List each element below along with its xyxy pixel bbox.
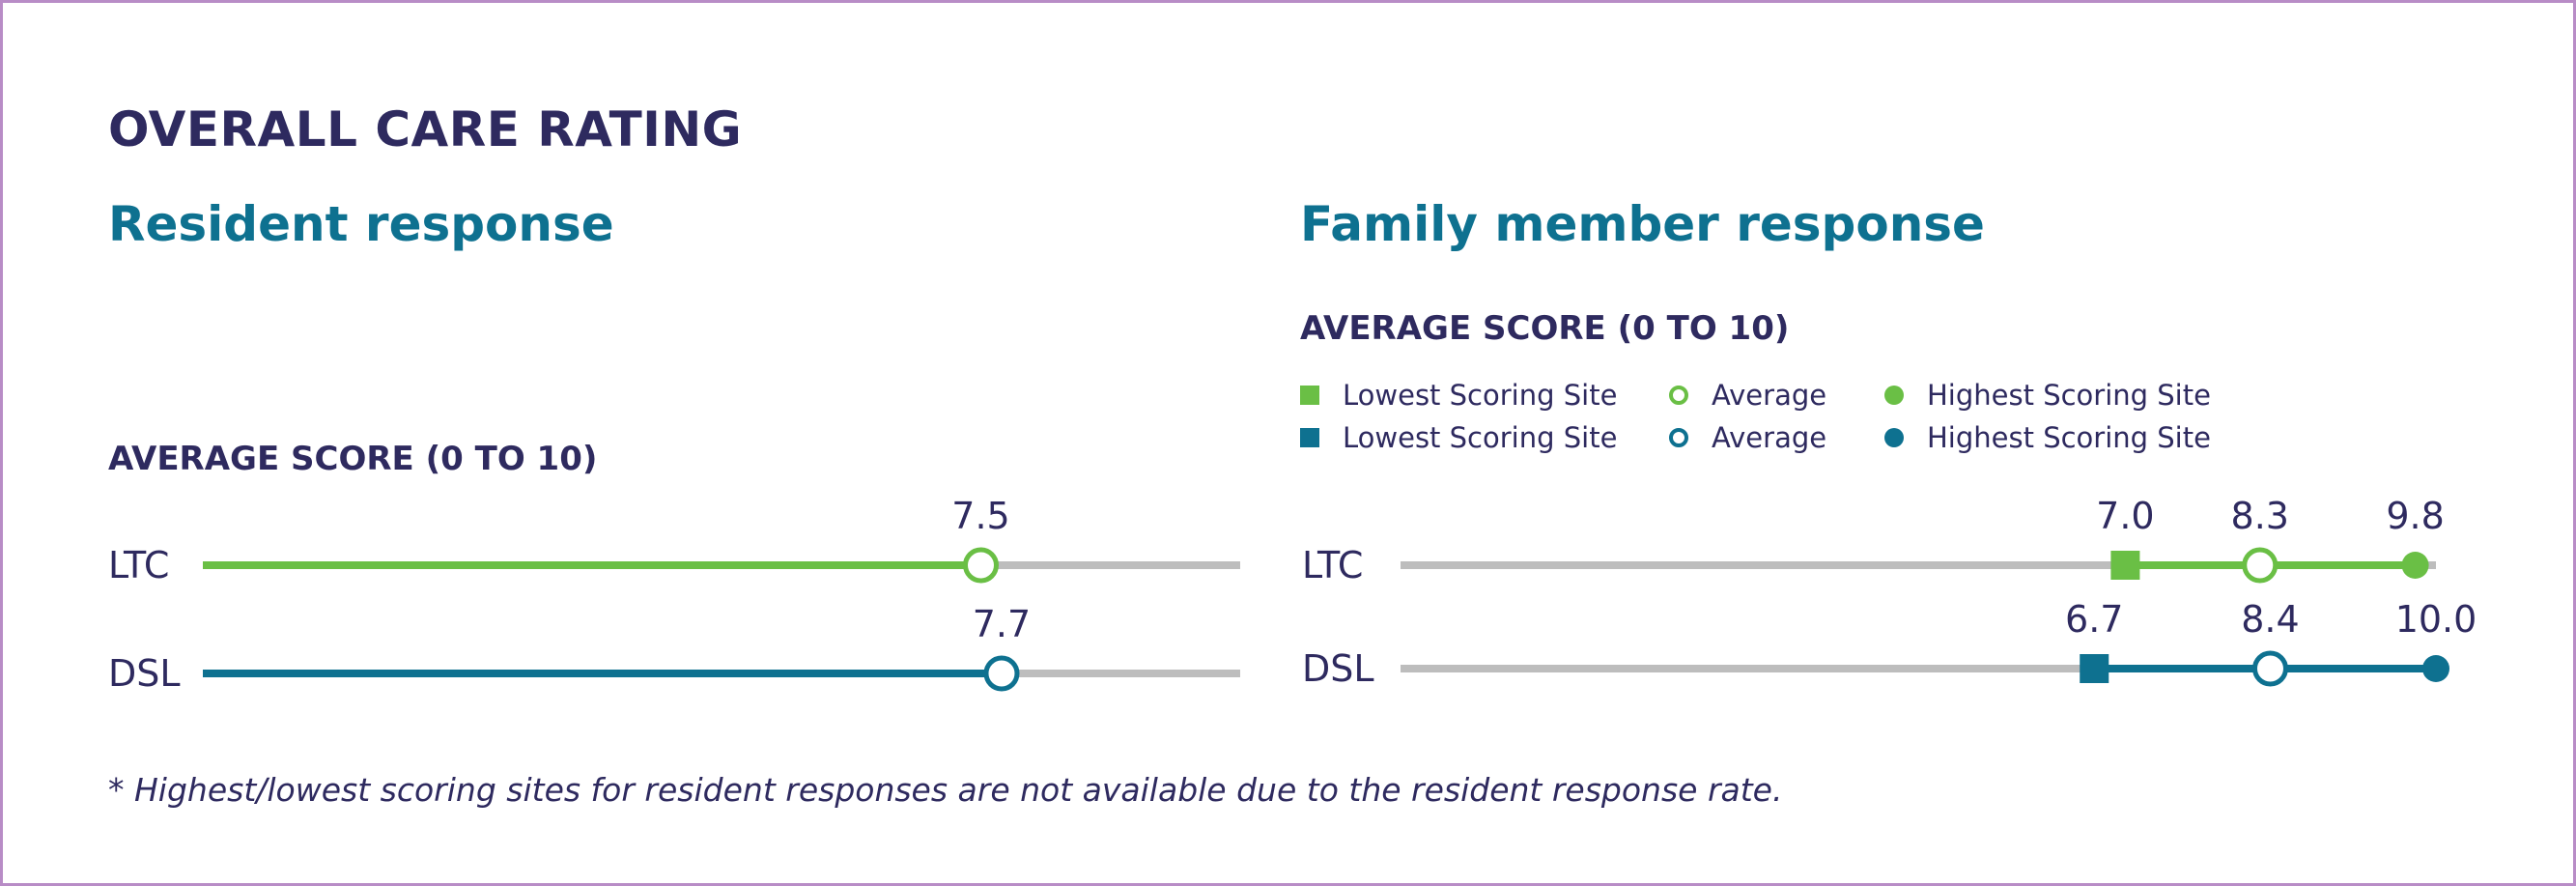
resident-axis-label: AVERAGE SCORE (0 TO 10) (108, 440, 598, 478)
average-marker (2251, 650, 2288, 687)
category-label-dsl: DSL (1302, 647, 1374, 690)
lowest-value-label: 7.0 (2096, 495, 2154, 537)
legend-marker-dot (1884, 386, 1904, 405)
legend-label: Highest Scoring Site (1927, 379, 2211, 412)
lowest-site-marker (2110, 551, 2140, 580)
category-label-ltc: LTC (108, 544, 169, 586)
footnote: * Highest/lowest scoring sites for resid… (108, 771, 1783, 809)
average-value-label: 7.5 (951, 495, 1009, 537)
legend-label: Lowest Scoring Site (1343, 379, 1618, 412)
lowest-site-marker (2080, 654, 2109, 683)
legend-item-ltc-average: Average (1669, 379, 1826, 412)
legend-item-dsl-lowest: Lowest Scoring Site (1300, 421, 1617, 454)
legend-marker-ring (1669, 386, 1688, 405)
average-marker (963, 547, 999, 584)
legend-item-dsl-highest: Highest Scoring Site (1884, 421, 2211, 454)
average-marker (2242, 547, 2279, 584)
category-label-ltc: LTC (1302, 544, 1363, 586)
family-axis-label: AVERAGE SCORE (0 TO 10) (1300, 309, 1790, 348)
main-title: OVERALL CARE RATING (108, 101, 743, 157)
highest-site-marker (2401, 552, 2429, 579)
highest-value-label: 10.0 (2395, 598, 2477, 641)
average-value-label: 8.4 (2241, 598, 2299, 641)
legend-marker-square (1300, 428, 1319, 447)
legend-item-ltc-highest: Highest Scoring Site (1884, 379, 2211, 412)
legend-item-dsl-average: Average (1669, 421, 1826, 454)
resident-panel-title: Resident response (108, 196, 614, 252)
lowest-value-label: 6.7 (2065, 598, 2123, 641)
legend-label: Average (1712, 421, 1827, 454)
category-label-dsl: DSL (108, 652, 181, 695)
legend-marker-dot (1884, 428, 1904, 447)
legend-item-ltc-lowest: Lowest Scoring Site (1300, 379, 1617, 412)
average-marker (983, 655, 1020, 692)
average-value-label: 7.7 (973, 603, 1031, 645)
legend-marker-ring (1669, 428, 1688, 447)
average-value-label: 8.3 (2231, 495, 2289, 537)
legend-marker-square (1300, 386, 1319, 405)
legend-label: Lowest Scoring Site (1343, 421, 1618, 454)
legend-label: Average (1712, 379, 1827, 412)
family-legend: Lowest Scoring Site Average Highest Scor… (1300, 379, 2266, 475)
highest-site-marker (2422, 655, 2449, 682)
legend-label: Highest Scoring Site (1927, 421, 2211, 454)
family-panel-title: Family member response (1300, 196, 1985, 252)
highest-value-label: 9.8 (2386, 495, 2444, 537)
